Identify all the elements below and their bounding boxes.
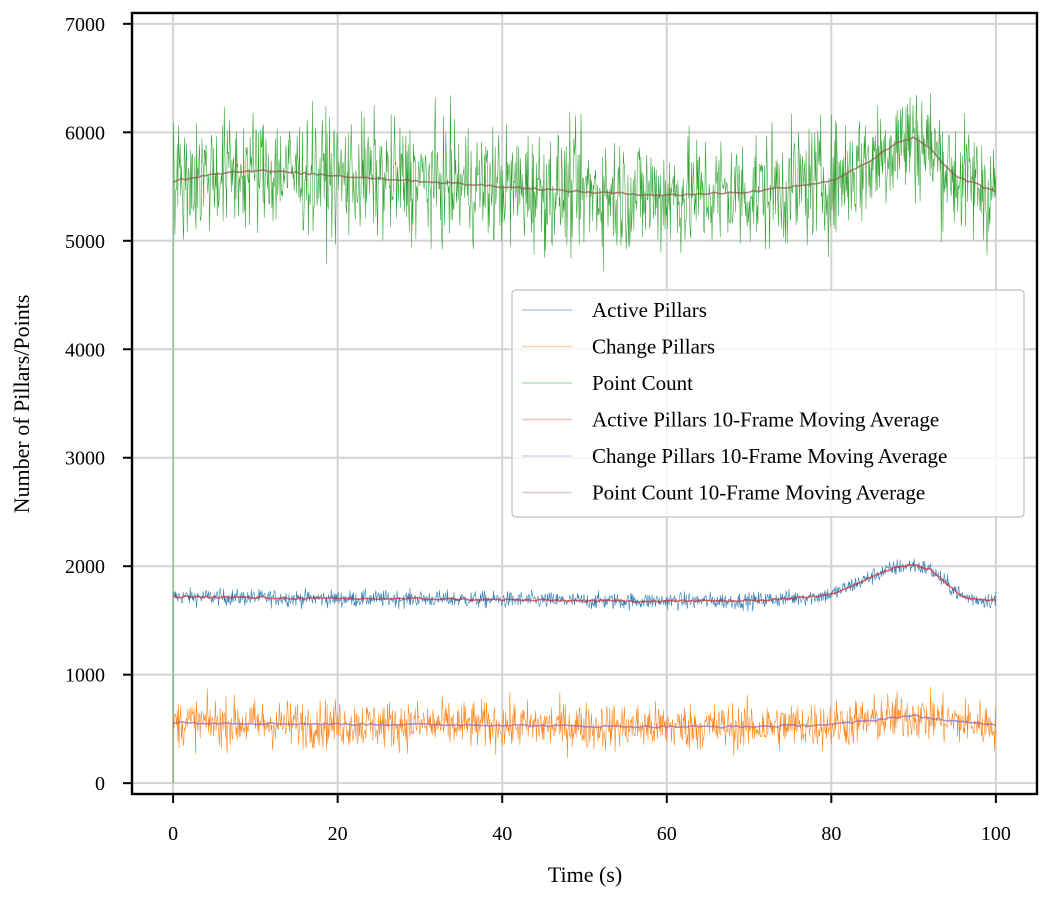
legend-label-6: Point Count 10-Frame Moving Average [592, 481, 925, 505]
y-tick-label: 4000 [65, 339, 105, 361]
legend-label-1: Active Pillars [592, 298, 707, 322]
y-tick-label: 3000 [65, 448, 105, 470]
legend-label-5: Change Pillars 10-Frame Moving Average [592, 444, 947, 468]
x-tick-label: 0 [168, 823, 178, 845]
y-tick-label: 1000 [65, 665, 105, 687]
plot-frame [130, 11, 1039, 796]
tick-layer: 0 20 40 60 80 1000100020003000400050006000700… [65, 14, 1011, 845]
x-axis-label: Time (s) [548, 862, 622, 887]
y-tick-label: 7000 [65, 14, 105, 36]
x-tick-label: 100 [981, 823, 1011, 845]
series-line-6 [172, 136, 997, 197]
legend-label-3: Point Count [592, 371, 693, 395]
x-tick-label: 60 [657, 823, 677, 845]
y-tick-label: 2000 [65, 556, 105, 578]
legend-box [511, 289, 1025, 518]
series-line-4 [172, 563, 997, 603]
legend-label-2: Change Pillars [592, 335, 715, 359]
y-tick-label: 6000 [65, 122, 105, 144]
series-line-1 [172, 558, 997, 784]
series-layer [172, 92, 997, 784]
series-line-3 [172, 92, 997, 784]
y-tick-label: 5000 [65, 231, 105, 253]
y-axis-label: Number of Pillars/Points [9, 295, 34, 514]
x-tick-label: 20 [328, 823, 348, 845]
legend-label-4: Active Pillars 10-Frame Moving Average [592, 408, 939, 432]
y-tick-label: 0 [95, 773, 105, 795]
x-tick-label: 40 [492, 823, 512, 845]
legend: Active Pillars Change Pillars Point Count A… [511, 289, 1025, 518]
x-tick-label: 80 [821, 823, 841, 845]
series-line-5 [173, 714, 997, 729]
